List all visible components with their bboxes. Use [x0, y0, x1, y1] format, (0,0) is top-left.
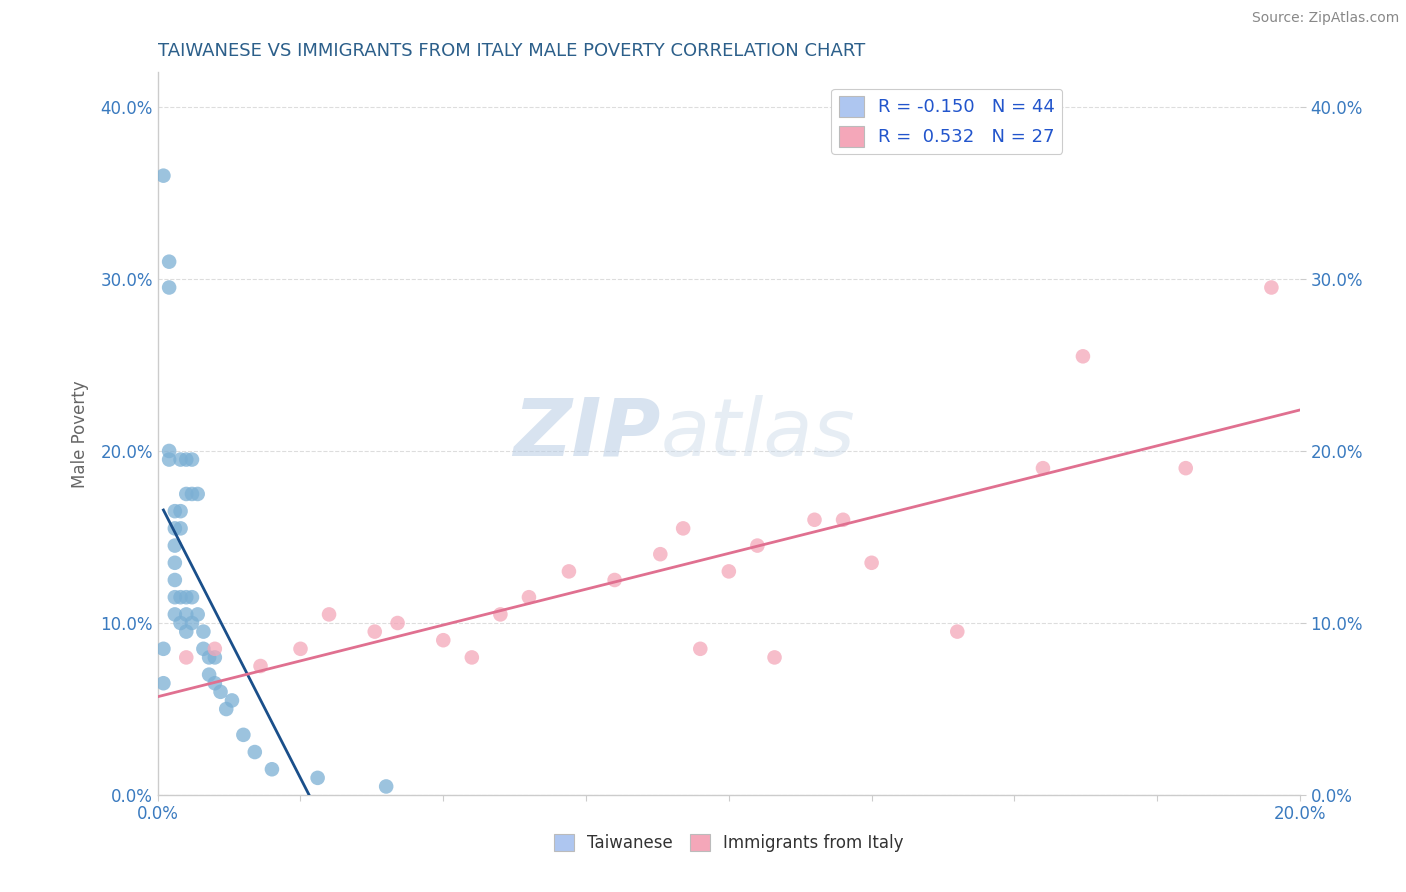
Point	[364, 624, 387, 639]
Point	[318, 607, 340, 622]
Point	[152, 641, 174, 656]
Point	[163, 573, 186, 587]
Point	[603, 573, 626, 587]
Point	[517, 591, 540, 605]
Point	[157, 280, 180, 294]
Point	[181, 487, 204, 501]
Point	[387, 615, 409, 630]
Point	[215, 702, 238, 716]
Point	[163, 521, 186, 535]
Point	[946, 624, 969, 639]
Legend: R = -0.150   N = 44, R =  0.532   N = 27: R = -0.150 N = 44, R = 0.532 N = 27	[831, 88, 1063, 153]
Text: Source: ZipAtlas.com: Source: ZipAtlas.com	[1251, 11, 1399, 25]
Point	[157, 254, 180, 268]
Point	[672, 521, 695, 535]
Point	[193, 624, 215, 639]
Point	[1174, 461, 1197, 475]
Point	[209, 685, 232, 699]
Point	[1071, 349, 1094, 363]
Point	[174, 452, 197, 467]
Point	[204, 641, 226, 656]
Point	[717, 565, 740, 579]
Y-axis label: Male Poverty: Male Poverty	[72, 380, 89, 488]
Point	[181, 615, 204, 630]
Point	[163, 539, 186, 553]
Point	[432, 633, 454, 648]
Point	[232, 728, 254, 742]
Point	[163, 556, 186, 570]
Point	[174, 607, 197, 622]
Point	[163, 591, 186, 605]
Point	[198, 667, 221, 681]
Text: atlas: atlas	[661, 395, 855, 473]
Point	[461, 650, 484, 665]
Point	[181, 452, 204, 467]
Point	[152, 169, 174, 183]
Point	[763, 650, 786, 665]
Point	[243, 745, 266, 759]
Point	[249, 659, 271, 673]
Point	[169, 521, 191, 535]
Point	[169, 452, 191, 467]
Point	[152, 676, 174, 690]
Point	[689, 641, 711, 656]
Point	[174, 591, 197, 605]
Point	[198, 650, 221, 665]
Point	[307, 771, 329, 785]
Point	[174, 624, 197, 639]
Point	[193, 641, 215, 656]
Point	[163, 607, 186, 622]
Point	[174, 650, 197, 665]
Point	[558, 565, 581, 579]
Point	[747, 539, 769, 553]
Point	[181, 591, 204, 605]
Point	[260, 762, 283, 776]
Point	[157, 444, 180, 458]
Point	[832, 513, 855, 527]
Point	[169, 504, 191, 518]
Point	[204, 676, 226, 690]
Point	[204, 650, 226, 665]
Point	[860, 556, 883, 570]
Point	[1260, 280, 1282, 294]
Point	[290, 641, 312, 656]
Point	[375, 780, 398, 794]
Point	[221, 693, 243, 707]
Text: ZIP: ZIP	[513, 395, 661, 473]
Point	[650, 547, 672, 561]
Point	[157, 452, 180, 467]
Point	[174, 487, 197, 501]
Point	[187, 487, 209, 501]
Point	[169, 591, 191, 605]
Point	[1032, 461, 1054, 475]
Point	[187, 607, 209, 622]
Point	[489, 607, 512, 622]
Point	[163, 504, 186, 518]
Point	[803, 513, 825, 527]
Text: TAIWANESE VS IMMIGRANTS FROM ITALY MALE POVERTY CORRELATION CHART: TAIWANESE VS IMMIGRANTS FROM ITALY MALE …	[157, 42, 865, 60]
Point	[169, 615, 191, 630]
